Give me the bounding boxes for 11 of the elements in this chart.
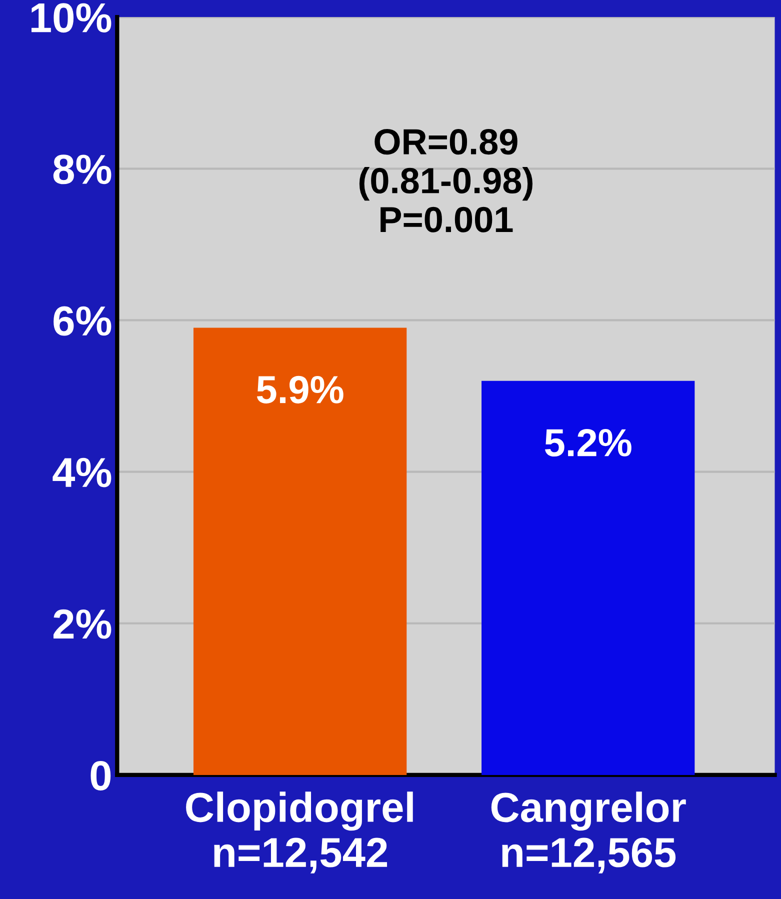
x-tick-label: Clopidogrel n=12,542 — [186, 792, 413, 874]
data-label: 5.2% — [544, 428, 632, 456]
y-tick-label: 6% — [54, 306, 112, 336]
data-label: 5.9% — [256, 376, 344, 404]
y-tick-label: 10% — [32, 3, 112, 33]
y-tick-label: 0 — [90, 760, 111, 790]
y-tick-label: 4% — [52, 458, 112, 488]
y-tick-label: 8% — [53, 154, 112, 184]
y-tick-label: 2% — [54, 609, 112, 639]
annotation: OR=0.89 (0.81-0.98) P=0.001 — [359, 129, 532, 232]
x-tick-label: Cangrelor n=12,565 — [491, 792, 686, 874]
